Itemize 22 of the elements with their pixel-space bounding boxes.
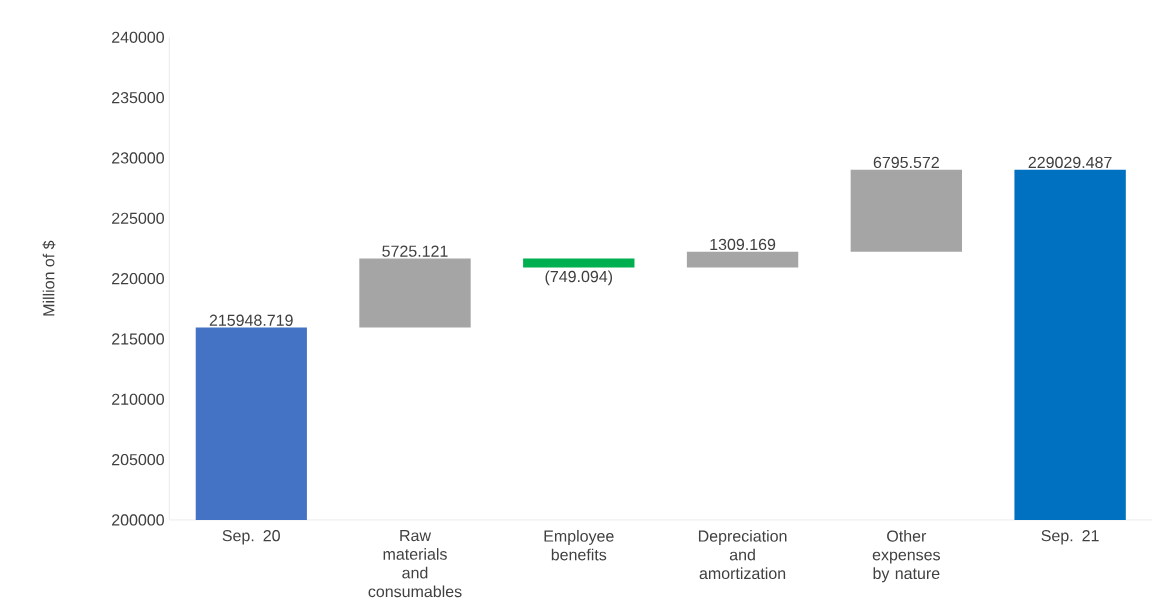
y-tick-label: 210000 — [112, 393, 164, 405]
y-axis-title: Million of $ — [42, 240, 56, 316]
y-tick-label: 240000 — [112, 31, 164, 43]
data-label: 5725.121 — [382, 245, 448, 257]
data-label: 229029.487 — [1028, 156, 1112, 169]
x-tick-label: Other expenses by nature — [872, 530, 940, 583]
x-tick-label: Sep. 20 — [222, 530, 280, 545]
x-tick-label: Employee benefits — [544, 530, 614, 561]
data-label: 1309.169 — [710, 238, 776, 251]
x-tick-label: Raw materials and consumables — [368, 530, 462, 598]
y-tick-label: 225000 — [112, 212, 164, 224]
y-tick-label: 220000 — [112, 272, 164, 285]
y-tick-label: 205000 — [112, 453, 164, 466]
y-tick-label: 230000 — [112, 152, 164, 164]
y-tick-label: 235000 — [112, 91, 164, 104]
data-label: 6795.572 — [873, 156, 939, 169]
y-tick-label: 215000 — [112, 333, 164, 345]
x-tick-label: Sep. 21 — [1041, 530, 1099, 545]
y-tick-label: 200000 — [112, 514, 164, 526]
data-label: (749.094) — [545, 270, 613, 286]
data-label: 215948.719 — [209, 314, 293, 326]
x-tick-label: Depreciation and amortization — [698, 530, 787, 580]
